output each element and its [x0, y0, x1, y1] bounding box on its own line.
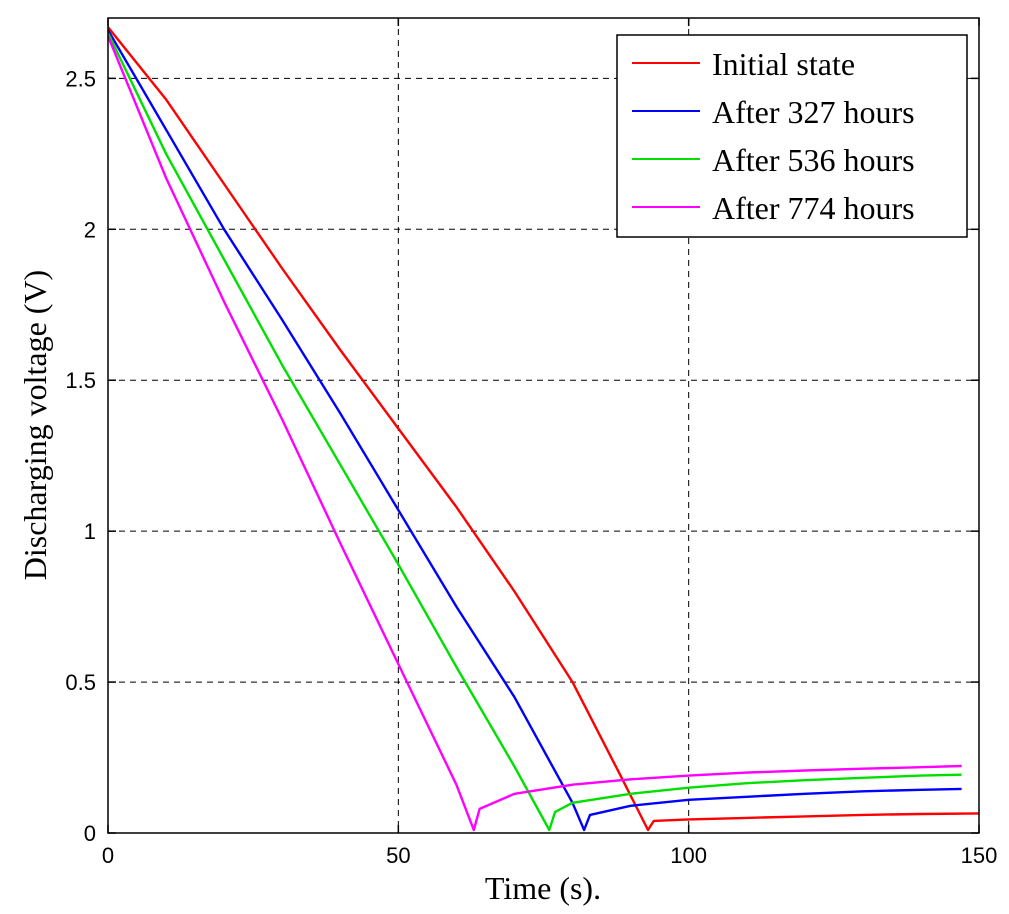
legend-label-2: After 327 hours [712, 94, 915, 130]
y-tick-label: 0 [84, 821, 96, 846]
legend-box [616, 34, 968, 238]
legend: Initial state After 327 hours After 536 ho… [616, 34, 968, 238]
x-tick-label: 0 [102, 843, 114, 868]
plot-frame [107, 17, 980, 834]
x-tick-label: 150 [961, 843, 998, 868]
legend-label-1: Initial state [712, 46, 855, 82]
y-axis-title: Discharging voltage (V) [17, 270, 53, 580]
series-lines [106, 26, 980, 832]
x-tick-label: 100 [670, 843, 707, 868]
y-tick-label: 2 [84, 217, 96, 242]
y-tick-label: 2.5 [65, 66, 96, 91]
y-tick-label: 1.5 [65, 368, 96, 393]
series-line-1 [107, 26, 980, 832]
x-axis-title: Time (s). [485, 870, 601, 906]
legend-label-4: After 774 hours [712, 190, 915, 226]
series-line-4 [106, 35, 962, 832]
x-tick-label: 50 [386, 843, 410, 868]
y-tick-label: 1 [84, 519, 96, 544]
y-tick-label: 0.5 [65, 670, 96, 695]
series-line-2 [106, 29, 962, 832]
series-line-3 [106, 32, 962, 832]
axis-ticks: 0 50 100 150 0 0.5 1 1.5 2 2.5 [65, 18, 997, 868]
legend-label-3: After 536 hours [712, 142, 915, 178]
